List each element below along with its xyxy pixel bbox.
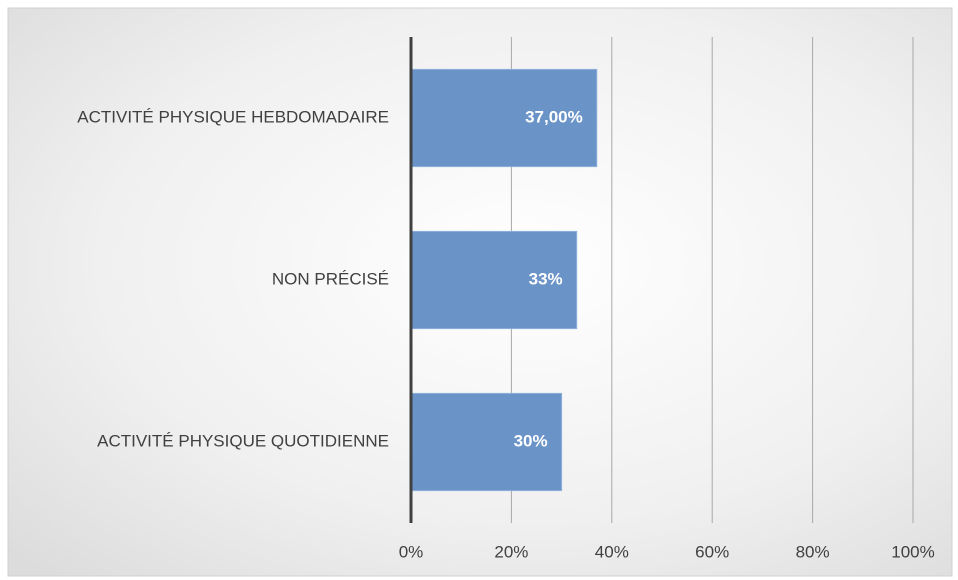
y-tick-label: ACTIVITÉ PHYSIQUE QUOTIDIENNE: [97, 431, 389, 450]
value-label: 33%: [529, 269, 563, 288]
bar: [410, 392, 563, 492]
value-label: 37,00%: [525, 107, 583, 126]
bar: [410, 68, 598, 168]
x-tick-label: 100%: [891, 542, 934, 561]
x-tick-label: 60%: [695, 542, 729, 561]
y-tick-label: ACTIVITÉ PHYSIQUE HEBDOMADAIRE: [77, 107, 389, 126]
x-tick-label: 80%: [796, 542, 830, 561]
value-label: 30%: [514, 431, 548, 450]
y-tick-label: NON PRÉCISÉ: [272, 269, 389, 288]
bar: [410, 230, 578, 330]
x-tick-label: 40%: [595, 542, 629, 561]
x-tick-label: 20%: [494, 542, 528, 561]
x-tick-label: 0%: [399, 542, 424, 561]
